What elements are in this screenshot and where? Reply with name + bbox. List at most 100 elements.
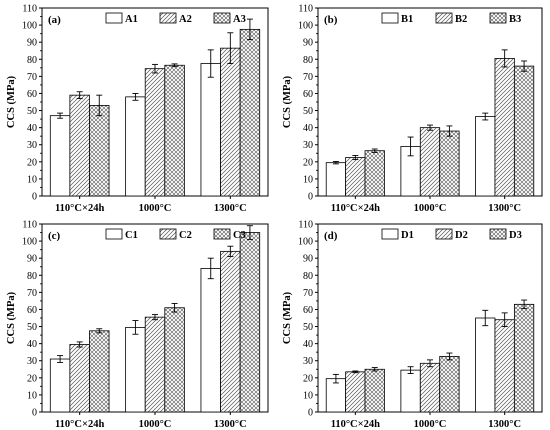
bar-d1-2 xyxy=(400,369,421,413)
bar-b3-2 xyxy=(439,130,460,197)
bar-a2-2 xyxy=(144,68,166,197)
legend-swatch-a3 xyxy=(213,12,231,24)
error-bar xyxy=(171,303,178,313)
legend-label-d2: D2 xyxy=(455,230,468,241)
legend-label-b3: B3 xyxy=(509,14,521,25)
error-bar xyxy=(152,314,158,321)
chart-panel-3: 0 10 20 30 40 50 60 70 80 90 100 110 CCS (MPa) 110°C×… xyxy=(6,220,269,430)
bar-c3-1 xyxy=(89,330,110,413)
legend: A1 A2 A3 xyxy=(105,12,246,25)
legend-label-a2: A2 xyxy=(179,14,192,25)
error-bar xyxy=(501,49,508,68)
chart-panel-1: 0 10 20 30 40 50 60 70 80 90 100 110 CCS (MPa) 110°C×… xyxy=(6,4,269,214)
bar-a2-3 xyxy=(220,47,241,197)
y-tick-label: 40 xyxy=(303,123,313,134)
error-bar xyxy=(96,328,103,334)
y-axis-label: CCS (MPa) xyxy=(6,291,17,344)
error-bar xyxy=(246,18,253,41)
bar-a1-2 xyxy=(125,96,146,197)
y-tick-label: 50 xyxy=(27,322,37,333)
y-tick-label: 70 xyxy=(303,288,313,299)
y-tick-label: 0 xyxy=(32,192,37,203)
bar-d3-1 xyxy=(364,368,385,413)
error-bar xyxy=(352,370,359,374)
legend-swatch-b2 xyxy=(435,12,453,24)
y-tick-label: 110 xyxy=(22,4,37,15)
legend-label-a1: A1 xyxy=(125,14,138,25)
legend-swatch-b3 xyxy=(489,12,507,24)
bar-a3-3 xyxy=(239,28,261,197)
y-tick-label: 60 xyxy=(303,89,313,100)
error-bar xyxy=(227,245,234,257)
y-tick-label: 10 xyxy=(27,390,37,401)
error-bar xyxy=(152,63,158,74)
bar-c3-3 xyxy=(239,232,261,413)
y-tick-label: 110 xyxy=(298,4,313,15)
legend-swatch-b1 xyxy=(381,12,399,24)
legend: D1 D2 D3 xyxy=(381,228,522,241)
y-tick-label: 30 xyxy=(27,140,37,151)
y-tick-label: 40 xyxy=(27,123,37,134)
legend-swatch-c3 xyxy=(213,228,231,240)
x-tick-label: 1000°C xyxy=(139,419,172,430)
legend-swatch-d1 xyxy=(381,228,399,240)
bar-b2-1 xyxy=(345,157,366,197)
bar-b2-3 xyxy=(494,58,515,197)
legend-swatch-c1 xyxy=(105,228,123,240)
y-tick-label: 0 xyxy=(308,408,313,419)
y-tick-label: 30 xyxy=(27,356,37,367)
error-bar xyxy=(427,359,433,368)
legend-label-d1: D1 xyxy=(401,230,414,241)
bar-a1-3 xyxy=(200,63,221,197)
error-bar xyxy=(501,312,508,327)
error-bar xyxy=(407,366,414,374)
bar-b1-1 xyxy=(325,162,347,197)
y-tick-label: 20 xyxy=(303,373,313,384)
y-tick-label: 30 xyxy=(303,140,313,151)
y-tick-label: 90 xyxy=(27,254,37,265)
bar-b1-3 xyxy=(475,116,496,197)
y-tick-label: 10 xyxy=(303,174,313,185)
y-axis-label: CCS (MPa) xyxy=(282,291,293,344)
bar-a2-1 xyxy=(69,94,90,197)
x-tick-label: 1000°C xyxy=(139,203,172,214)
legend: B1 B2 B3 xyxy=(381,12,521,25)
legend-label-d3: D3 xyxy=(509,230,522,241)
bar-c1-2 xyxy=(125,326,146,413)
bar-d1-3 xyxy=(475,317,496,413)
y-tick-label: 70 xyxy=(27,288,37,299)
y-tick-label: 30 xyxy=(303,356,313,367)
y-tick-label: 50 xyxy=(303,106,313,117)
legend-label-c2: C2 xyxy=(179,230,192,241)
error-bar xyxy=(207,257,214,280)
bar-c1-3 xyxy=(200,268,221,413)
x-tick-label: 110°C×24h xyxy=(331,203,380,214)
error-bar xyxy=(482,309,489,327)
x-tick-label: 1300°C xyxy=(488,419,521,430)
bar-c3-2 xyxy=(164,307,185,413)
y-tick-label: 100 xyxy=(22,21,37,32)
bar-a1-1 xyxy=(49,115,71,197)
error-bar xyxy=(76,341,83,348)
legend-label-c1: C1 xyxy=(125,230,138,241)
legend-swatch-a2 xyxy=(159,12,177,24)
error-bar xyxy=(171,63,178,68)
x-tick-label: 110°C×24h xyxy=(55,419,104,430)
legend-swatch-a1 xyxy=(105,12,123,24)
x-tick-label: 1000°C xyxy=(414,203,447,214)
y-tick-label: 60 xyxy=(303,305,313,316)
y-tick-label: 100 xyxy=(298,21,313,32)
error-bar xyxy=(407,136,414,157)
bar-c2-3 xyxy=(220,250,241,413)
y-tick-label: 60 xyxy=(27,89,37,100)
y-tick-label: 0 xyxy=(32,408,37,419)
legend-swatch-d3 xyxy=(489,228,507,240)
y-tick-label: 40 xyxy=(303,339,313,350)
bar-c1-1 xyxy=(49,358,71,413)
y-tick-label: 50 xyxy=(303,322,313,333)
error-bar xyxy=(227,32,234,64)
y-tick-label: 70 xyxy=(27,72,37,83)
legend: C1 C2 C3 xyxy=(105,228,246,241)
y-tick-label: 90 xyxy=(27,38,37,49)
